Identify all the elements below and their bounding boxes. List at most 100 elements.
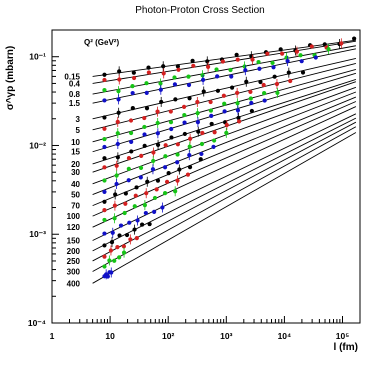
data-point	[220, 59, 226, 64]
data-point	[126, 178, 131, 183]
data-point	[249, 100, 254, 106]
data-point	[102, 136, 107, 142]
data-point	[352, 36, 357, 41]
x-tick-label: 10⁵	[336, 331, 349, 341]
data-point	[102, 77, 107, 83]
data-point	[144, 81, 149, 86]
data-point	[209, 113, 214, 118]
y-tick-label: 10⁻³	[29, 229, 46, 239]
data-point	[152, 195, 158, 201]
data-point	[222, 109, 227, 114]
data-point	[186, 74, 191, 79]
data-point	[102, 243, 107, 248]
fit-line	[92, 57, 356, 120]
data-point	[186, 82, 192, 88]
data-point	[112, 258, 117, 263]
data-point	[102, 72, 107, 77]
fit-line	[92, 132, 357, 284]
data-point	[222, 101, 227, 106]
data-point	[249, 108, 254, 114]
data-point	[123, 201, 128, 206]
x-tick-label: 10	[105, 331, 115, 341]
data-point	[124, 232, 130, 238]
data-point	[102, 88, 107, 93]
data-point	[117, 233, 122, 238]
x-axis-title: l (fm)	[334, 342, 358, 353]
fit-lines	[92, 39, 357, 284]
data-point	[131, 70, 136, 75]
data-point	[300, 70, 306, 75]
fit-line	[92, 106, 357, 228]
y-axis: 10⁻¹ 10⁻² 10⁻³ 10⁻⁴	[28, 29, 59, 328]
y-tick-label: 10⁻⁴	[28, 318, 46, 328]
data-point	[102, 165, 107, 170]
data-point	[144, 106, 150, 111]
fit-line	[92, 117, 357, 252]
data-point	[313, 55, 318, 60]
data-point	[130, 90, 135, 96]
data-point	[185, 172, 191, 177]
data-point	[309, 44, 314, 49]
data-point	[132, 204, 137, 209]
data-point	[122, 210, 127, 216]
data-point	[278, 47, 283, 52]
data-point	[162, 191, 168, 196]
data-point	[130, 106, 135, 111]
data-point	[182, 120, 187, 125]
q2-label: 30	[71, 168, 80, 177]
data-point	[262, 98, 267, 103]
data-point	[121, 244, 126, 249]
q2-label: 1.5	[69, 99, 81, 108]
chart-title: Photon-Proton Cross Section	[135, 5, 265, 16]
data-point	[175, 142, 180, 147]
data-point	[175, 152, 180, 157]
q2-label: 300	[67, 268, 81, 277]
q2-label: 0.15	[64, 72, 80, 81]
data-point	[265, 51, 270, 56]
data-point	[200, 130, 205, 136]
fit-line	[92, 86, 357, 185]
data-point	[272, 74, 277, 79]
data-point	[229, 85, 235, 90]
data-point	[102, 254, 107, 259]
x-tick-label: 10²	[162, 331, 174, 341]
q2-label: 250	[67, 257, 81, 266]
q2-label: 5	[76, 126, 81, 135]
data-point	[235, 57, 240, 62]
fit-line	[92, 45, 356, 95]
data-point	[261, 82, 266, 88]
data-point	[168, 120, 174, 125]
q2-label: 150	[67, 237, 81, 246]
data-point	[138, 165, 144, 170]
data-point	[258, 79, 263, 85]
data-point	[173, 97, 178, 102]
data-point	[154, 187, 159, 192]
x-tick-label: 10³	[220, 331, 232, 341]
data-point	[128, 130, 134, 136]
data-point	[102, 189, 107, 195]
q2-label: 400	[67, 279, 81, 288]
data-point	[262, 90, 267, 96]
data-point	[102, 199, 107, 204]
data-point	[187, 165, 193, 170]
data-point	[175, 160, 180, 165]
q2-label: 120	[67, 223, 81, 232]
data-point	[209, 121, 214, 127]
data-point	[208, 99, 213, 105]
data-points	[102, 36, 357, 280]
data-point	[271, 65, 276, 70]
data-point	[280, 51, 285, 56]
data-point	[198, 157, 203, 162]
data-point	[134, 185, 139, 190]
data-point	[182, 112, 187, 118]
q2-label: 0.4	[69, 79, 81, 88]
q2-label: 40	[71, 180, 80, 189]
x-axis: 1 10 10² 10³ 10⁴ 10⁵	[50, 316, 361, 341]
data-point	[129, 149, 134, 154]
q2-legend-title: Q² (GeV²)	[84, 38, 119, 47]
data-point	[190, 58, 195, 63]
y-tick-label: 10⁻²	[29, 140, 46, 150]
data-point	[102, 178, 107, 183]
